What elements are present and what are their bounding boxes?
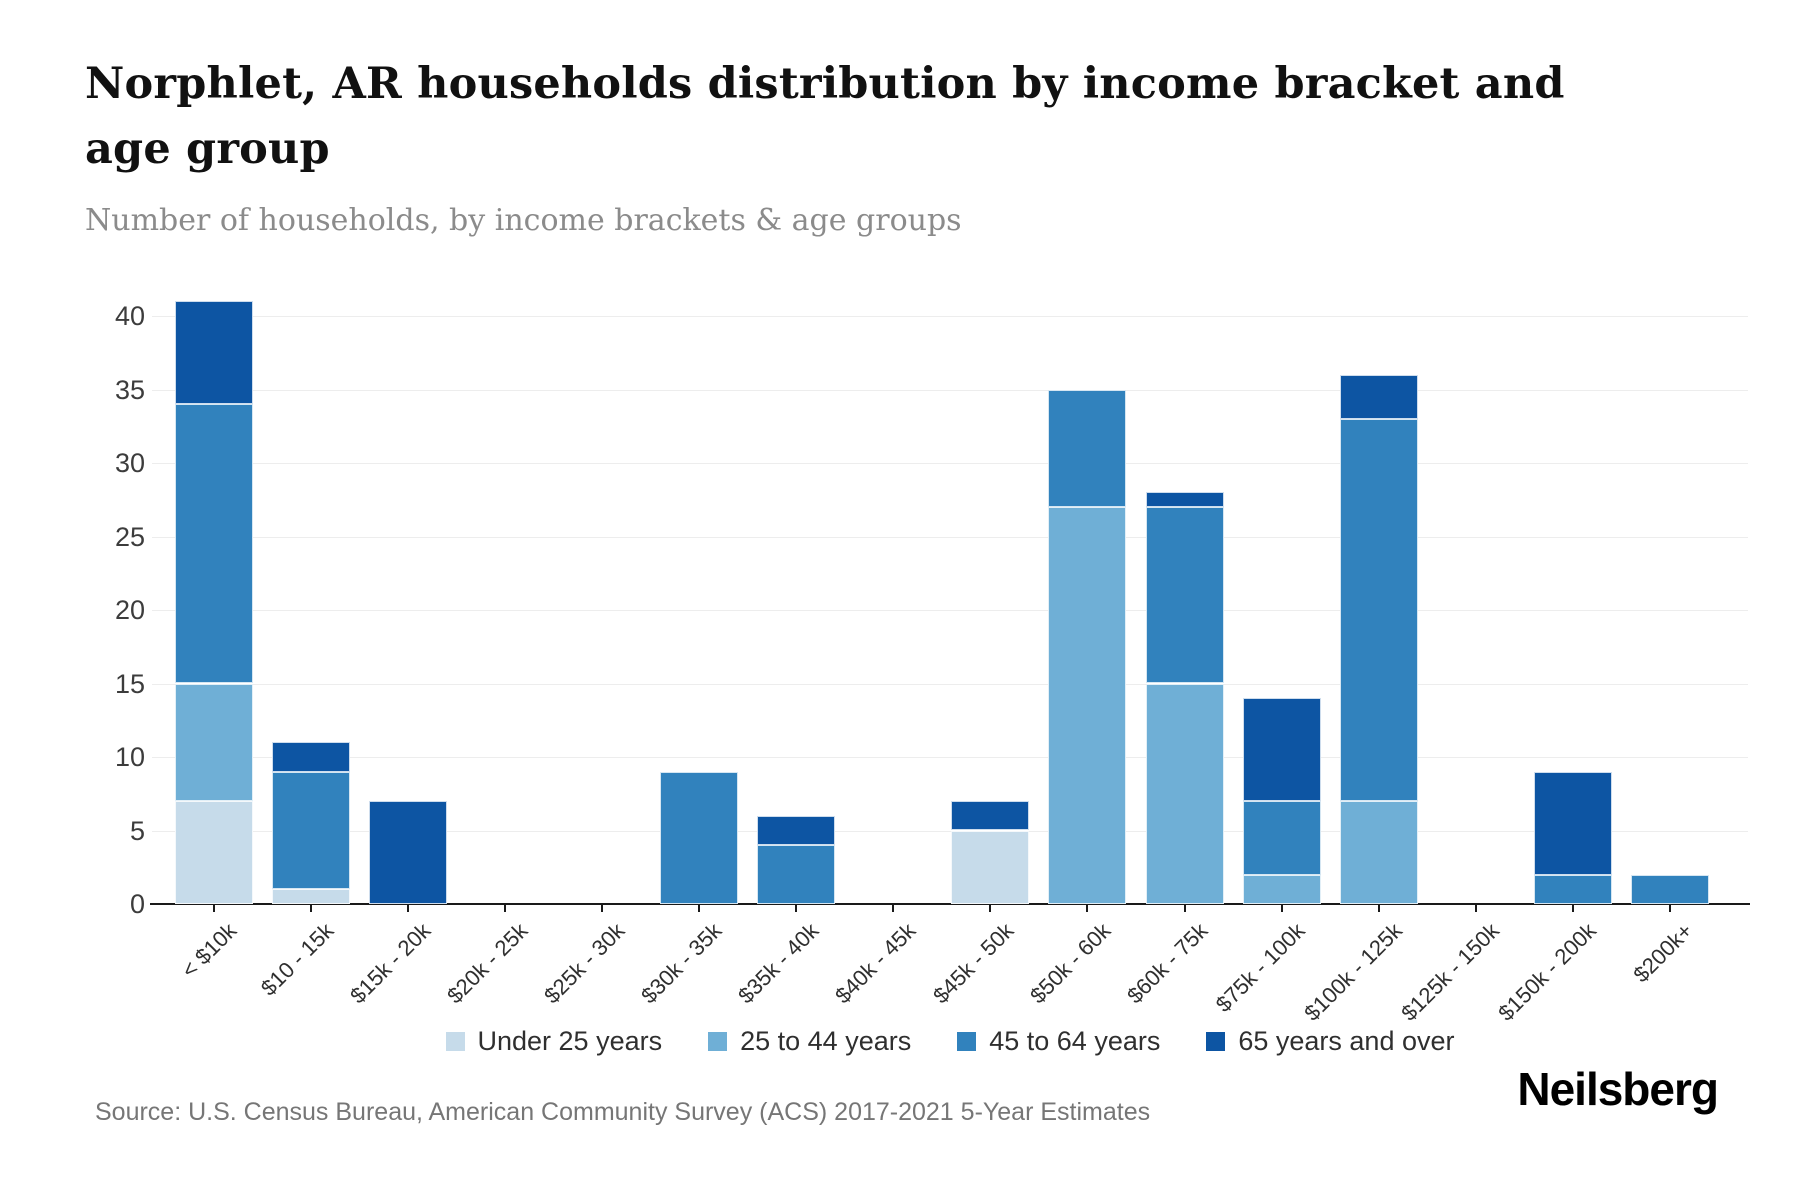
gridline xyxy=(152,757,1748,758)
x-axis-tick-label: $35k - 40k xyxy=(733,918,824,1009)
x-axis-tick xyxy=(212,905,215,912)
legend-swatch-icon xyxy=(445,1032,465,1051)
x-axis-tick xyxy=(1183,905,1186,912)
bar-segment-65-years-and-over-45k-50k[interactable] xyxy=(951,801,1030,831)
bar-segment-65-years-and-over-15k-20k[interactable] xyxy=(368,801,447,904)
bar-segment-65-years-and-over-100k-125k[interactable] xyxy=(1339,374,1418,419)
bar-segment-25-to-44-years-75k-100k[interactable] xyxy=(1242,874,1321,904)
bar-segment-65-years-and-over-60k-75k[interactable] xyxy=(1145,492,1224,508)
x-axis-tick xyxy=(600,905,603,912)
bar-segment-65-years-and-over-10-15k[interactable] xyxy=(271,742,350,772)
legend-label: 25 to 44 years xyxy=(740,1026,912,1056)
x-axis-tick-label: $200k+ xyxy=(1628,918,1698,988)
chart-subtitle: Number of households, by income brackets… xyxy=(85,203,962,238)
x-axis-tick-label: $100k - 125k xyxy=(1298,918,1407,1026)
y-axis-tick-label: 25 xyxy=(114,521,145,552)
x-axis-line xyxy=(150,903,1750,905)
x-axis-tick xyxy=(1571,905,1574,912)
bar-segment-under-25-years-45k-50k[interactable] xyxy=(951,830,1030,904)
bar-segment-25-to-44-years-60k-75k[interactable] xyxy=(1145,683,1224,904)
x-axis-tick xyxy=(989,905,992,912)
x-axis-tick-label: $30k - 35k xyxy=(636,918,727,1009)
bar-segment-25-to-44-years-10k[interactable] xyxy=(174,683,253,802)
legend-item-65-years-and-over[interactable]: 65 years and over xyxy=(1206,1026,1455,1057)
gridline xyxy=(152,610,1748,611)
x-axis-tick-label: $150k - 200k xyxy=(1492,918,1601,1026)
gridline xyxy=(152,316,1748,317)
legend-item-25-to-44-years[interactable]: 25 to 44 years xyxy=(708,1026,911,1057)
bar-segment-25-to-44-years-50k-60k[interactable] xyxy=(1048,507,1127,904)
legend-item-45-to-64-years[interactable]: 45 to 64 years xyxy=(957,1026,1160,1057)
y-axis-tick-label: 5 xyxy=(129,815,145,846)
x-axis-tick-label: $45k - 50k xyxy=(927,918,1018,1009)
gridline xyxy=(152,536,1748,538)
x-axis-tick-label: $75k - 100k xyxy=(1210,918,1310,1017)
x-axis-tick-label: $15k - 20k xyxy=(345,918,436,1009)
x-axis-tick-label: $50k - 60k xyxy=(1024,918,1116,1009)
x-axis-tick xyxy=(1377,905,1380,912)
bar-segment-45-to-64-years-50k-60k[interactable] xyxy=(1048,389,1127,508)
bar-segment-45-to-64-years-35k-40k[interactable] xyxy=(757,845,836,904)
y-axis-tick-label: 15 xyxy=(114,668,145,699)
bar-segment-25-to-44-years-100k-125k[interactable] xyxy=(1339,801,1418,904)
bar-segment-45-to-64-years-10-15k[interactable] xyxy=(271,771,350,890)
y-axis-tick-label: 10 xyxy=(114,742,145,772)
legend-swatch-icon xyxy=(957,1032,977,1051)
gridline xyxy=(152,463,1748,464)
legend-label: Under 25 years xyxy=(477,1026,663,1056)
bar-segment-45-to-64-years-60k-75k[interactable] xyxy=(1145,507,1224,684)
chart-title: Norphlet, AR households distribution by … xyxy=(85,59,1565,174)
x-axis-tick xyxy=(1669,905,1671,912)
x-axis-tick xyxy=(309,905,312,912)
bar-segment-45-to-64-years-30k-35k[interactable] xyxy=(660,771,738,904)
gridline xyxy=(152,389,1748,391)
x-axis-tick xyxy=(1474,905,1477,912)
bar-segment-65-years-and-over-150k-200k[interactable] xyxy=(1533,771,1612,875)
x-axis-tick xyxy=(892,905,895,912)
bar-segment-under-25-years-10k[interactable] xyxy=(174,801,253,904)
legend-swatch-icon xyxy=(1206,1032,1226,1051)
y-axis-tick-label: 35 xyxy=(114,374,145,405)
bar-segment-65-years-and-over-10k[interactable] xyxy=(174,301,253,405)
legend-swatch-icon xyxy=(708,1032,728,1051)
bar-segment-under-25-years-10-15k[interactable] xyxy=(271,889,350,904)
legend: Under 25 years 25 to 44 years 45 to 64 yea… xyxy=(150,1026,1750,1057)
x-axis-tick-label: $125k - 150k xyxy=(1395,918,1504,1026)
x-axis-tick xyxy=(406,905,409,912)
bar-segment-65-years-and-over-35k-40k[interactable] xyxy=(757,815,836,846)
legend-label: 45 to 64 years xyxy=(989,1026,1161,1056)
brand-logo: Neilsberg xyxy=(1517,1063,1719,1115)
bar-segment-45-to-64-years-75k-100k[interactable] xyxy=(1242,801,1321,875)
x-axis-tick-label: $10 - 15k xyxy=(255,918,339,1001)
gridline xyxy=(152,830,1748,832)
legend-label: 65 years and over xyxy=(1238,1026,1455,1056)
bar-segment-45-to-64-years-10k[interactable] xyxy=(174,404,253,684)
y-axis-tick-label: 40 xyxy=(114,301,145,331)
bar-segment-45-to-64-years-100k-125k[interactable] xyxy=(1339,418,1418,802)
x-axis-tick-label: $40k - 45k xyxy=(830,918,921,1009)
y-axis-tick-label: 0 xyxy=(129,889,145,919)
y-axis-tick-label: 30 xyxy=(114,448,145,478)
bar-segment-65-years-and-over-75k-100k[interactable] xyxy=(1242,698,1321,802)
x-axis-tick-label: $20k - 25k xyxy=(442,918,533,1009)
source-note: Source: U.S. Census Bureau, American Com… xyxy=(95,1098,1151,1126)
x-axis-tick-label: $25k - 30k xyxy=(539,918,630,1009)
x-axis-tick-label: $60k - 75k xyxy=(1121,918,1213,1009)
gridline xyxy=(152,683,1748,685)
legend-item-under-25-years[interactable]: Under 25 years xyxy=(445,1026,663,1057)
x-axis-tick xyxy=(1086,905,1089,912)
x-axis-tick-label: < $10k xyxy=(176,918,242,983)
x-axis-tick xyxy=(1280,905,1283,912)
bar-segment-45-to-64-years-150k-200k[interactable] xyxy=(1533,874,1612,904)
y-axis-tick-label: 20 xyxy=(114,595,145,625)
x-axis-tick xyxy=(698,905,700,912)
x-axis-tick xyxy=(503,905,506,912)
bar-segment-45-to-64-years-200k[interactable] xyxy=(1631,874,1709,904)
x-axis-tick xyxy=(795,905,798,912)
